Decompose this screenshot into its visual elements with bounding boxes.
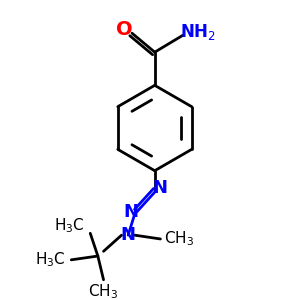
Text: CH$_3$: CH$_3$ bbox=[88, 283, 119, 300]
Text: NH$_2$: NH$_2$ bbox=[179, 22, 215, 42]
Text: O: O bbox=[116, 20, 133, 39]
Text: CH$_3$: CH$_3$ bbox=[164, 230, 194, 248]
Text: H$_3$C: H$_3$C bbox=[54, 216, 85, 235]
Text: N: N bbox=[124, 203, 139, 221]
Text: N: N bbox=[152, 179, 167, 197]
Text: N: N bbox=[121, 226, 136, 244]
Text: H$_3$C: H$_3$C bbox=[35, 250, 66, 269]
